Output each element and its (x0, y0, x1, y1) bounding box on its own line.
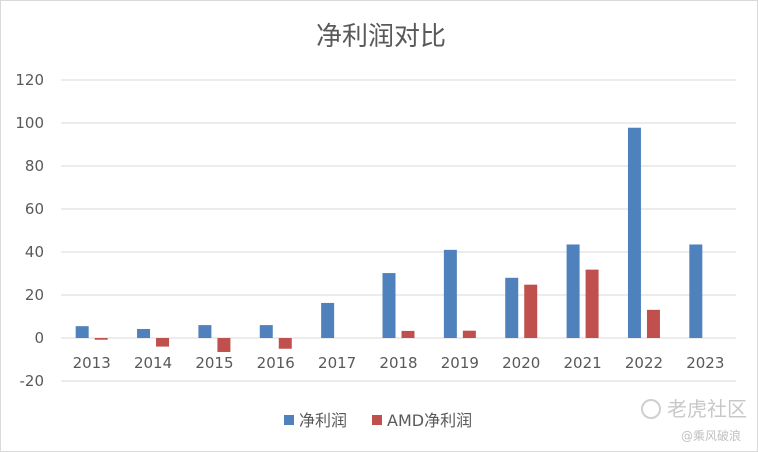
tiger-logo-icon (641, 399, 661, 419)
x-tick-label: 2020 (502, 354, 540, 372)
bar-amd-net-profit (524, 284, 538, 338)
bar-amd-net-profit (462, 330, 476, 338)
bar-net-profit (137, 328, 151, 338)
x-tick-label: 2023 (686, 354, 724, 372)
x-tick-label: 2019 (441, 354, 479, 372)
x-tick-label: 2018 (379, 354, 417, 372)
x-axis-ticks: 2013 2014 2015 2016 2017 2018 2019 2020 2021 2022… (73, 354, 725, 372)
watermark-brand: 老虎社区 (667, 397, 747, 421)
bar-amd-net-profit (585, 269, 599, 338)
bar-net-profit (198, 325, 212, 338)
x-tick-label: 2017 (318, 354, 356, 372)
x-tick-label: 2013 (73, 354, 111, 372)
bar-net-profit (75, 326, 89, 338)
legend-label-net-profit: 净利润 (299, 411, 347, 430)
y-tick-label: 20 (25, 286, 44, 304)
x-tick-label: 2015 (195, 354, 233, 372)
bar-amd-net-profit (156, 338, 170, 347)
bar-net-profit (259, 325, 273, 338)
y-tick-label: 100 (15, 114, 44, 132)
bar-net-profit (321, 302, 335, 338)
bar-amd-net-profit (401, 330, 415, 338)
bar-net-profit (443, 249, 457, 338)
legend: 净利润 AMD净利润 (284, 411, 472, 430)
bar-net-profit (505, 277, 519, 338)
y-tick-label: 40 (25, 243, 44, 261)
watermark-user: @乘风破浪 (681, 428, 741, 443)
bar-net-profit (382, 273, 396, 338)
x-tick-label: 2016 (257, 354, 295, 372)
y-tick-label: 60 (25, 200, 44, 218)
watermark: 老虎社区 @乘风破浪 (641, 397, 747, 443)
chart-title: 净利润对比 (316, 22, 446, 52)
bar-net-profit (689, 244, 703, 338)
x-tick-label: 2014 (134, 354, 172, 372)
bar-series (75, 127, 703, 352)
y-tick-label: 120 (15, 71, 44, 89)
x-tick-label: 2022 (625, 354, 663, 372)
legend-swatch-net-profit (284, 415, 294, 425)
bar-amd-net-profit (94, 338, 108, 340)
y-axis-ticks: -20 0 20 40 60 80 100 120 (15, 71, 44, 390)
bar-amd-net-profit (278, 338, 292, 349)
x-tick-label: 2021 (563, 354, 601, 372)
y-tick-label: 80 (25, 157, 44, 175)
legend-label-amd-net-profit: AMD净利润 (387, 411, 472, 430)
legend-swatch-amd-net-profit (372, 415, 382, 425)
bar-amd-net-profit (646, 309, 660, 338)
gridlines (61, 79, 736, 382)
y-tick-label: -20 (20, 372, 45, 390)
bar-net-profit (566, 244, 580, 338)
y-tick-label: 0 (34, 329, 44, 347)
bar-amd-net-profit (217, 338, 231, 352)
bar-net-profit (627, 127, 641, 338)
